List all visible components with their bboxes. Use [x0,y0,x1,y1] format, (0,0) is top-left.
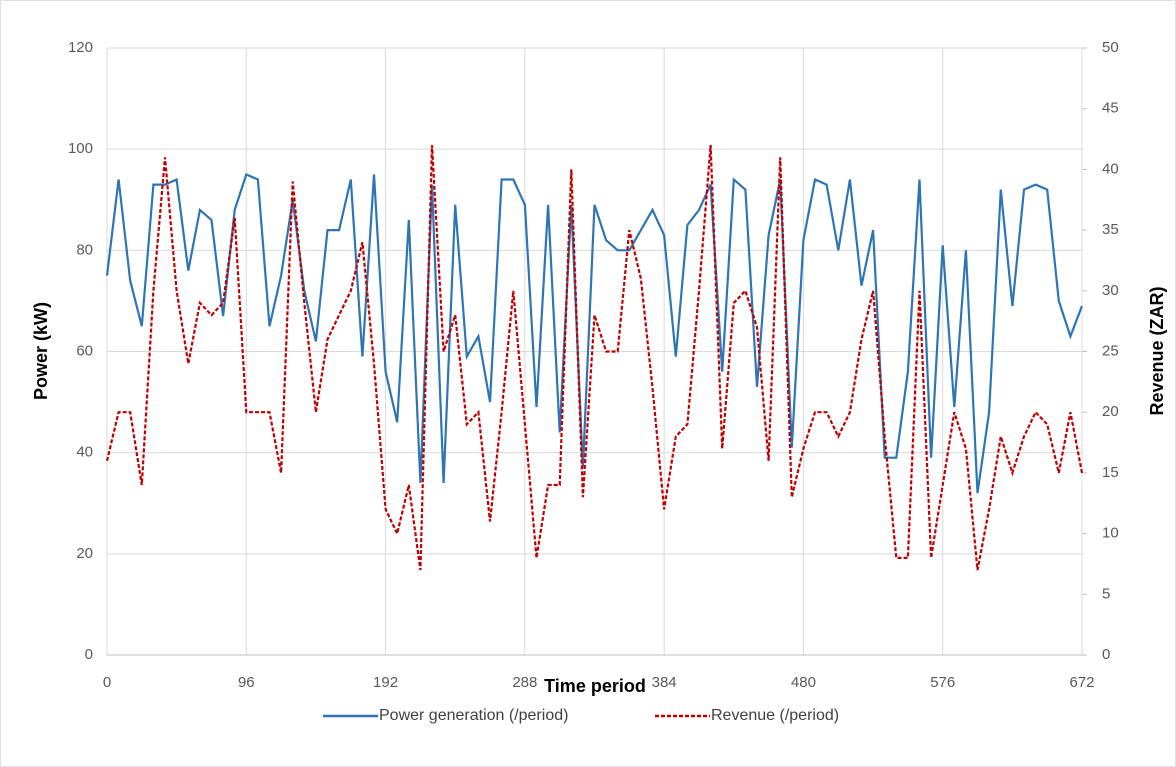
legend-label: Power generation (/period) [379,707,568,724]
y2-tick-label: 0 [1102,646,1110,663]
series-line [105,173,1084,494]
series-line [105,145,1084,571]
y-tick-label: 40 [76,444,93,461]
x-tick-label: 96 [238,674,255,691]
x-tick-label: 0 [103,674,111,691]
y-tick-label: 100 [68,140,93,157]
x-tick-label: 384 [652,674,677,691]
y2-tick-label: 45 [1102,100,1119,117]
y-tick-label: 60 [76,342,93,359]
y2-axis-title: Revenue (ZAR) [1147,286,1167,415]
y-axis-title: Power (kW) [31,302,51,400]
y2-tick-label: 40 [1102,160,1119,177]
y-tick-label: 0 [85,646,93,663]
y-tick-label: 20 [76,545,93,562]
x-tick-label: 672 [1069,674,1094,691]
y2-tick-label: 5 [1102,585,1110,602]
x-tick-label: 192 [373,674,398,691]
x-tick-label: 480 [791,674,816,691]
x-axis-title: Time period [544,676,646,696]
y2-tick-label: 35 [1102,221,1119,238]
legend-label: Revenue (/period) [711,707,839,724]
x-tick-label: 288 [512,674,537,691]
y-tick-label: 80 [76,241,93,258]
y2-tick-label: 15 [1102,464,1119,481]
y2-tick-label: 30 [1102,282,1119,299]
y2-tick-label: 10 [1102,525,1119,542]
x-tick-label: 576 [930,674,955,691]
y2-tick-label: 50 [1102,39,1119,56]
y-tick-label: 120 [68,39,93,56]
y2-tick-label: 25 [1102,342,1119,359]
y2-tick-label: 20 [1102,403,1119,420]
